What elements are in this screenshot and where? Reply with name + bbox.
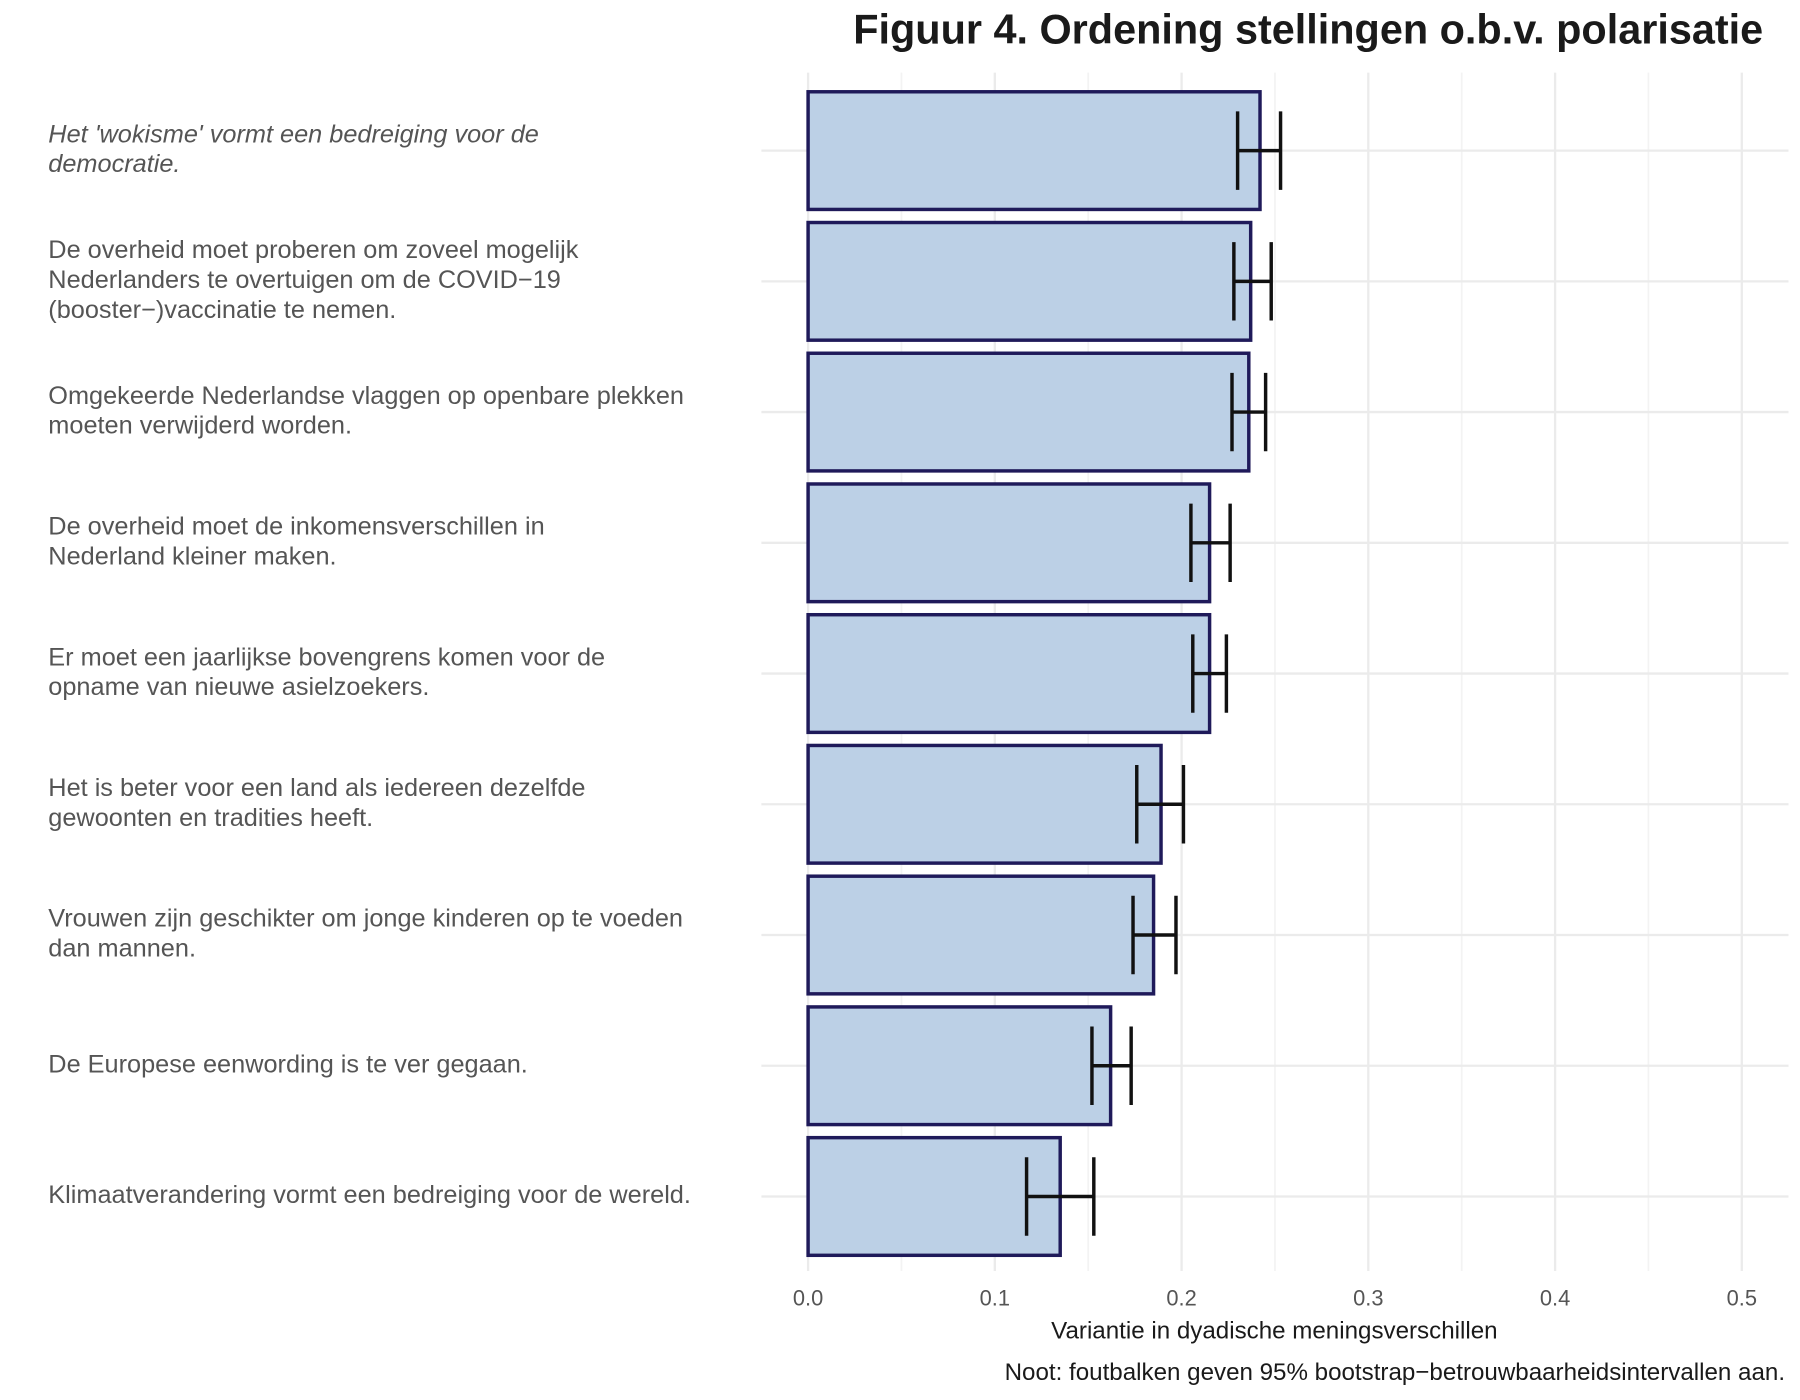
y-tick-label: opname van nieuwe asielzoekers. bbox=[48, 673, 429, 701]
y-tick-label: Nederlanders te overtuigen om de COVID−1… bbox=[48, 266, 561, 294]
bar bbox=[806, 612, 1212, 735]
y-tick-label: Er moet een jaarlijkse bovengrens komen … bbox=[48, 643, 605, 671]
x-tick-label: 0.2 bbox=[1166, 1286, 1196, 1311]
bar bbox=[806, 743, 1163, 865]
y-tick-label: Omgekeerde Nederlandse vlaggen op openba… bbox=[48, 382, 684, 410]
x-tick-label: 0.1 bbox=[980, 1286, 1010, 1311]
bar bbox=[806, 90, 1262, 212]
y-tick-label: Vrouwen zijn geschikter om jonge kindere… bbox=[48, 905, 683, 933]
x-tick-label: 0.4 bbox=[1540, 1286, 1570, 1311]
bar bbox=[806, 220, 1253, 342]
note: Noot: foutbalken geven 95% bootstrap−bet… bbox=[1005, 1359, 1785, 1386]
x-tick-label: 0.0 bbox=[793, 1286, 823, 1311]
bar bbox=[806, 1005, 1113, 1127]
bar bbox=[806, 351, 1251, 473]
bar bbox=[806, 1135, 1062, 1258]
y-tick-label: De overheid moet proberen om zoveel moge… bbox=[48, 236, 578, 264]
y-tick-label: democratie. bbox=[48, 150, 180, 178]
y-tick-label: (booster−)vaccinatie te nemen. bbox=[48, 296, 396, 324]
x-tick-label: 0.3 bbox=[1353, 1286, 1383, 1311]
y-tick-label: Klimaatverandering vormt een bedreiging … bbox=[48, 1181, 691, 1209]
chart-title: Figuur 4. Ordening stellingen o.b.v. pol… bbox=[853, 6, 1763, 52]
x-tick-label: 0.5 bbox=[1727, 1286, 1757, 1311]
y-tick-label: gewoonten en tradities heeft. bbox=[48, 804, 373, 832]
y-tick-label: dan mannen. bbox=[48, 935, 196, 963]
bar bbox=[806, 874, 1156, 996]
bar bbox=[806, 482, 1212, 604]
x-axis-label: Variantie in dyadische meningsverschille… bbox=[1051, 1317, 1497, 1344]
y-tick-label: moeten verwijderd worden. bbox=[48, 412, 352, 440]
y-tick-label: Nederland kleiner maken. bbox=[48, 542, 336, 570]
y-tick-label: De overheid moet de inkomensverschillen … bbox=[48, 513, 544, 541]
y-tick-label: De Europese eenwording is te ver gegaan. bbox=[48, 1050, 528, 1078]
y-tick-label: Het is beter voor een land als iedereen … bbox=[48, 774, 585, 802]
y-tick-label: Het 'wokisme' vormt een bedreiging voor … bbox=[48, 120, 539, 148]
